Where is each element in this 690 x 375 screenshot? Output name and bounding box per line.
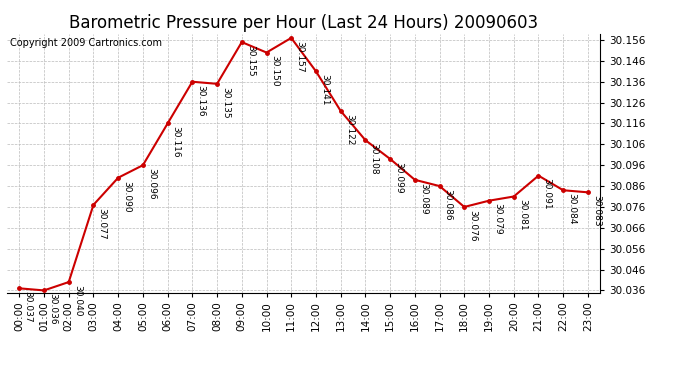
Text: 30.099: 30.099 [394,162,403,194]
Text: 30.081: 30.081 [518,199,527,231]
Text: 30.083: 30.083 [592,195,601,227]
Text: 30.076: 30.076 [469,210,477,242]
Text: 30.141: 30.141 [320,74,329,106]
Text: 30.157: 30.157 [295,41,304,72]
Text: 30.079: 30.079 [493,204,502,235]
Text: 30.136: 30.136 [197,84,206,116]
Text: 30.084: 30.084 [567,193,576,225]
Text: 30.090: 30.090 [122,180,131,212]
Text: 30.089: 30.089 [419,183,428,214]
Text: 30.108: 30.108 [370,143,379,175]
Text: 30.116: 30.116 [172,126,181,158]
Text: 30.155: 30.155 [246,45,255,76]
Text: Copyright 2009 Cartronics.com: Copyright 2009 Cartronics.com [10,38,162,48]
Text: 30.150: 30.150 [270,55,279,87]
Text: 30.077: 30.077 [97,208,106,239]
Text: 30.122: 30.122 [345,114,354,145]
Text: 30.040: 30.040 [73,285,82,316]
Text: 30.037: 30.037 [23,291,32,323]
Text: 30.096: 30.096 [147,168,156,200]
Text: 30.135: 30.135 [221,87,230,118]
Text: 30.036: 30.036 [48,293,57,325]
Text: 30.091: 30.091 [542,178,551,210]
Title: Barometric Pressure per Hour (Last 24 Hours) 20090603: Barometric Pressure per Hour (Last 24 Ho… [69,14,538,32]
Text: 30.086: 30.086 [444,189,453,220]
